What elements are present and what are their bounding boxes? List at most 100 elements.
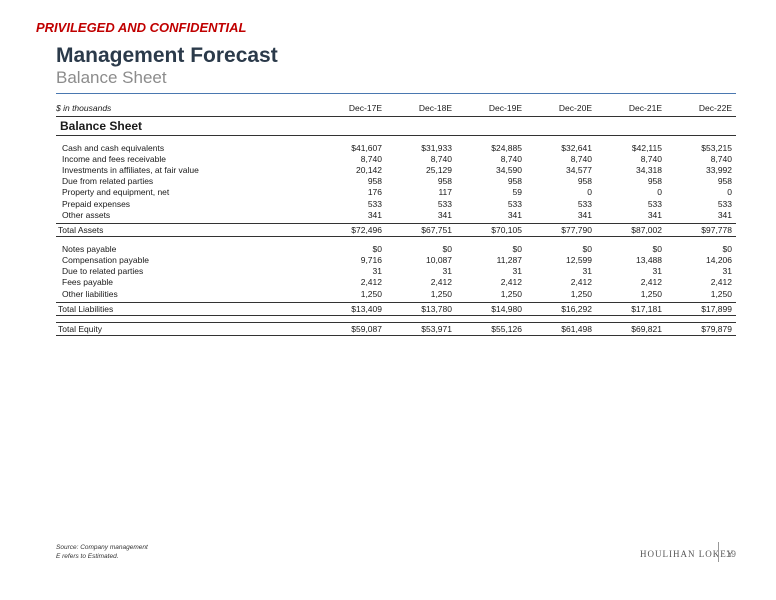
row-value: 0 — [587, 187, 592, 198]
row-value: $87,002 — [631, 225, 662, 236]
row-value: $70,105 — [491, 225, 522, 236]
row-value: $79,879 — [701, 324, 732, 335]
row-value: 533 — [437, 198, 452, 209]
footnotes: Source: Company management E refers to E… — [56, 543, 148, 561]
row-value: $13,780 — [421, 304, 452, 315]
row-value: 12,599 — [566, 255, 592, 266]
row-value: 958 — [437, 176, 452, 187]
row-value: $61,498 — [561, 324, 592, 335]
column-header: Dec-18E — [418, 103, 452, 113]
row-value: 1,250 — [360, 288, 382, 299]
row-value: 8,740 — [360, 153, 382, 164]
row-label: Other liabilities — [62, 288, 118, 299]
row-value: 341 — [507, 209, 522, 220]
row-value: 1,250 — [500, 288, 522, 299]
row-value: 533 — [717, 198, 732, 209]
row-value: 533 — [367, 198, 382, 209]
row-value: $31,933 — [421, 142, 452, 153]
row-label: Total Liabilities — [58, 304, 114, 315]
column-header: Dec-17E — [348, 103, 382, 113]
row-value: $97,778 — [701, 225, 732, 236]
row-value: 8,740 — [710, 153, 732, 164]
row-value: 117 — [438, 187, 452, 198]
row-value: 341 — [647, 209, 662, 220]
table-row: Investments in affiliates, at fair value… — [56, 164, 736, 175]
section-title: Balance Sheet — [56, 117, 736, 136]
row-value: 341 — [367, 209, 382, 220]
page-subtitle: Balance Sheet — [56, 68, 167, 87]
table-row: Notes payable $0 $0 $0 $0 $0 $0 — [56, 243, 736, 254]
row-value: 2,412 — [360, 277, 382, 288]
row-value: $69,821 — [631, 324, 662, 335]
table-row: Due from related parties 958 958 958 958 958 9… — [56, 176, 736, 187]
row-label: Prepaid expenses — [62, 198, 131, 209]
total-equity-row: Total Equity $59,087 $53,971 $55,126 $61… — [56, 322, 736, 337]
row-value: 1,250 — [570, 288, 592, 299]
row-value: $32,641 — [561, 142, 592, 153]
row-value: $13,409 — [351, 304, 382, 315]
row-value: 9,716 — [360, 255, 382, 266]
units-label: $ in thousands — [56, 103, 112, 113]
row-label: Income and fees receivable — [62, 153, 166, 164]
row-value: 31 — [372, 266, 382, 277]
row-value: 8,740 — [500, 153, 522, 164]
company-logo: HOULIHAN LOKEY — [640, 549, 735, 559]
row-label: Total Assets — [58, 225, 104, 236]
row-value: 34,590 — [496, 164, 522, 175]
row-label: Notes payable — [62, 243, 117, 254]
balance-sheet-table: $ in thousands Dec-17E Dec-18E Dec-19E D… — [56, 100, 736, 337]
row-value: $42,115 — [631, 142, 662, 153]
row-value: 341 — [577, 209, 592, 220]
row-value: $0 — [722, 243, 732, 254]
confidential-banner: PRIVILEGED AND CONFIDENTIAL — [36, 20, 247, 35]
row-value: $0 — [372, 243, 382, 254]
table-row: Cash and cash equivalents $41,607 $31,933 $… — [56, 142, 736, 153]
page-title: Management Forecast — [56, 44, 278, 67]
row-value: 11,287 — [496, 255, 522, 266]
row-value: 34,577 — [566, 164, 592, 175]
row-value: 0 — [727, 187, 732, 198]
row-value: $0 — [512, 243, 522, 254]
column-header: Dec-19E — [488, 103, 522, 113]
title-divider — [56, 93, 736, 94]
row-label: Total Equity — [58, 324, 102, 335]
row-value: 13,488 — [636, 255, 662, 266]
total-assets-row: Total Assets $72,496 $67,751 $70,105 $77… — [56, 223, 736, 238]
row-value: 34,318 — [636, 164, 662, 175]
table-row: Prepaid expenses 533 533 533 533 533 533 — [56, 198, 736, 209]
table-row: Fees payable 2,412 2,412 2,412 2,412 2,412 2,4… — [56, 277, 736, 288]
assets-group: Cash and cash equivalents $41,607 $31,933 $… — [56, 142, 736, 220]
row-value: 1,250 — [640, 288, 662, 299]
row-value: 958 — [717, 176, 732, 187]
row-value: $0 — [652, 243, 662, 254]
row-value: 0 — [657, 187, 662, 198]
column-header: Dec-21E — [628, 103, 662, 113]
row-value: 10,087 — [426, 255, 452, 266]
row-value: 8,740 — [640, 153, 662, 164]
row-label: Due from related parties — [62, 176, 154, 187]
row-value: 33,992 — [706, 164, 732, 175]
table-row: Due to related parties 31 31 31 31 31 31 — [56, 266, 736, 277]
row-label: Property and equipment, net — [62, 187, 170, 198]
row-value: 958 — [577, 176, 592, 187]
row-label: Compensation payable — [62, 255, 149, 266]
row-value: $41,607 — [351, 142, 382, 153]
row-label: Other assets — [62, 209, 111, 220]
row-value: 2,412 — [710, 277, 732, 288]
row-value: $53,215 — [701, 142, 732, 153]
table-row: Other liabilities 1,250 1,250 1,250 1,250 1,2… — [56, 288, 736, 299]
row-value: 176 — [367, 187, 382, 198]
row-value: $55,126 — [491, 324, 522, 335]
column-header: Dec-22E — [698, 103, 732, 113]
table-header-row: $ in thousands Dec-17E Dec-18E Dec-19E D… — [56, 100, 736, 117]
row-value: 341 — [437, 209, 452, 220]
table-row: Compensation payable 9,716 10,087 11,287 12,… — [56, 255, 736, 266]
estimate-note: E refers to Estimated. — [56, 553, 119, 560]
row-value: 14,206 — [706, 255, 732, 266]
row-value: 31 — [442, 266, 452, 277]
row-value: $24,885 — [491, 142, 522, 153]
row-value: 59 — [512, 187, 522, 198]
footer-divider — [718, 542, 719, 562]
row-value: 31 — [512, 266, 522, 277]
page-number: 19 — [726, 549, 737, 559]
